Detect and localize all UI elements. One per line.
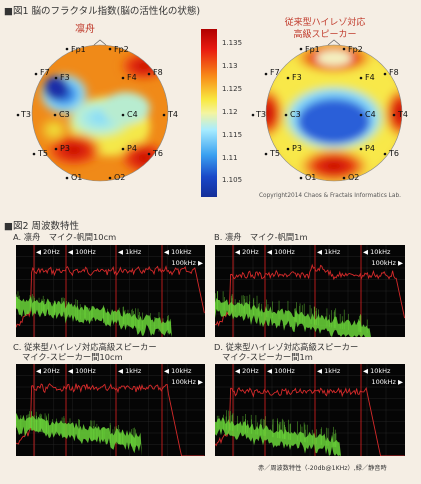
spectrum-red-trace bbox=[215, 387, 405, 456]
electrode-o2-right: O2 bbox=[348, 173, 359, 182]
colorbar bbox=[201, 29, 217, 197]
electrode-fp2: Fp2 bbox=[114, 45, 129, 54]
panel-c-label-line2: マイク-スピーカー間10cm bbox=[22, 352, 123, 362]
panel-d-label-line1: D. 従来型ハイレゾ対応高級スピーカー bbox=[214, 342, 359, 352]
colorbar-tick-1135: 1.135 bbox=[222, 39, 243, 47]
panel-c-label-line1: C. 従来型ハイレゾ対応高級スピーカー bbox=[13, 342, 157, 352]
spectrum-green-band bbox=[215, 298, 404, 337]
spectrum-d-svg: ◀ 20Hz ◀ 100Hz ◀ 1kHz ◀ 10kHz 100kHz ▶ bbox=[215, 364, 405, 456]
freq-marker-label: ◀ 20Hz bbox=[36, 248, 60, 256]
electrode-t5-right: T5 bbox=[269, 149, 280, 158]
footnote: 赤／周波数特性（-20db@1KHz）,緑／静音時 bbox=[258, 465, 387, 472]
electrode-t3-right: T3 bbox=[255, 110, 266, 119]
spectrum-panel-d: ◀ 20Hz ◀ 100Hz ◀ 1kHz ◀ 10kHz 100kHz ▶ bbox=[215, 364, 405, 456]
electrode-c4-right: C4 bbox=[365, 110, 376, 119]
freq-marker-label: ◀ 20Hz bbox=[36, 367, 60, 375]
electrode-c3: C3 bbox=[59, 110, 70, 119]
freq-marker-label: ◀ 20Hz bbox=[235, 367, 259, 375]
colorbar-tick-113: 1.13 bbox=[222, 62, 238, 70]
electrode-c4: C4 bbox=[127, 110, 138, 119]
electrode-t6-right: T6 bbox=[388, 149, 399, 158]
panel-d-label-line2: マイク-スピーカー間1m bbox=[222, 352, 313, 362]
electrode-o1: O1 bbox=[71, 173, 82, 182]
electrode-o2: O2 bbox=[114, 173, 125, 182]
electrode-f4-right: F4 bbox=[365, 73, 375, 82]
electrode-f8: F8 bbox=[153, 68, 163, 77]
electrode-t6: T6 bbox=[152, 149, 163, 158]
electrode-c3-right: C3 bbox=[290, 110, 301, 119]
freq-end-label: 100kHz ▶ bbox=[171, 259, 203, 267]
freq-end-label: 100kHz ▶ bbox=[171, 378, 203, 386]
electrode-f3-right: F3 bbox=[292, 73, 302, 82]
colorbar-tick-1105: 1.105 bbox=[222, 176, 243, 184]
left-map-label: 凛舟 bbox=[75, 24, 95, 35]
freq-marker-label: ◀ 1kHz bbox=[317, 367, 341, 375]
fig1-title: ■図1 脳のフラクタル指数(脳の活性化の状態) bbox=[4, 6, 201, 17]
freq-marker-label: ◀ 100Hz bbox=[68, 367, 96, 375]
electrode-t4-right: T4 bbox=[397, 110, 408, 119]
freq-end-label: 100kHz ▶ bbox=[371, 259, 403, 267]
spectrum-panel-b: ◀ 20Hz ◀ 100Hz ◀ 1kHz ◀ 10kHz 100kHz ▶ bbox=[215, 245, 405, 337]
colorbar-tick-112: 1.12 bbox=[222, 108, 238, 116]
electrode-p3-right: P3 bbox=[292, 144, 302, 153]
electrode-p4-right: P4 bbox=[365, 144, 375, 153]
freq-marker-label: ◀ 1kHz bbox=[118, 367, 142, 375]
electrode-t3: T3 bbox=[20, 110, 31, 119]
fig2-title: ■図2 周波数特性 bbox=[4, 221, 80, 232]
freq-marker-label: ◀ 20Hz bbox=[235, 248, 259, 256]
electrode-fp1-right: Fp1 bbox=[305, 45, 320, 54]
electrode-t4: T4 bbox=[167, 110, 178, 119]
electrode-t5: T5 bbox=[37, 149, 48, 158]
colorbar-tick-1125: 1.125 bbox=[222, 85, 243, 93]
electrode-f4: F4 bbox=[127, 73, 137, 82]
spectrum-panel-a: ◀ 20Hz ◀ 100Hz ◀ 1kHz ◀ 10kHz 100kHz ▶ bbox=[16, 245, 205, 337]
electrode-f7-right: F7 bbox=[270, 68, 280, 77]
freq-marker-label: ◀ 1kHz bbox=[317, 248, 341, 256]
freq-marker-label: ◀ 1kHz bbox=[118, 248, 142, 256]
panel-a-label: A. 凛舟 マイク-帆間10cm bbox=[13, 232, 117, 242]
electrode-f7: F7 bbox=[40, 68, 50, 77]
left-brain-map: Fp1 Fp2 F7 F3 F4 F8 T3 C3 C4 T4 T5 P3 P4… bbox=[16, 39, 178, 182]
electrode-o1-right: O1 bbox=[305, 173, 316, 182]
electrode-f8-right: F8 bbox=[389, 68, 399, 77]
panel-b-label: B. 凛舟 マイク-帆間1m bbox=[214, 232, 308, 242]
colorbar-tick-1115: 1.115 bbox=[222, 131, 243, 139]
spectrum-red-trace bbox=[215, 263, 405, 327]
spectrum-b-svg: ◀ 20Hz ◀ 100Hz ◀ 1kHz ◀ 10kHz 100kHz ▶ bbox=[215, 245, 405, 337]
electrode-fp1: Fp1 bbox=[71, 45, 86, 54]
right-map-label-line1: 従来型ハイレゾ対応 bbox=[284, 18, 366, 28]
electrode-f3: F3 bbox=[60, 73, 70, 82]
spectrum-red-trace bbox=[16, 265, 205, 328]
freq-marker-label: ◀ 100Hz bbox=[68, 248, 96, 256]
freq-marker-label: ◀ 10kHz bbox=[363, 248, 391, 256]
freq-marker-label: ◀ 100Hz bbox=[267, 367, 295, 375]
freq-marker-label: ◀ 10kHz bbox=[363, 367, 391, 375]
spectrum-a-svg: ◀ 20Hz ◀ 100Hz ◀ 1kHz ◀ 10kHz 100kHz ▶ bbox=[16, 245, 205, 337]
copyright: Copyright2014 Chaos & Fractals Informati… bbox=[259, 193, 401, 199]
spectrum-c-svg: ◀ 20Hz ◀ 100Hz ◀ 1kHz ◀ 10kHz 100kHz ▶ bbox=[16, 364, 205, 456]
right-map-label-line2: 高級スピーカー bbox=[293, 30, 357, 40]
freq-marker-label: ◀ 100Hz bbox=[267, 248, 295, 256]
right-brain-map: Fp1 Fp2 F7 F3 F4 F8 T3 C3 C4 T4 T5 P3 P4… bbox=[251, 39, 408, 182]
electrode-p3: P3 bbox=[60, 144, 70, 153]
spectrum-green-band bbox=[215, 417, 404, 456]
spectrum-panel-c: ◀ 20Hz ◀ 100Hz ◀ 1kHz ◀ 10kHz 100kHz ▶ bbox=[16, 364, 205, 456]
freq-end-label: 100kHz ▶ bbox=[371, 378, 403, 386]
freq-marker-label: ◀ 10kHz bbox=[164, 248, 192, 256]
colorbar-tick-111: 1.11 bbox=[222, 154, 238, 162]
electrode-p4: P4 bbox=[127, 144, 137, 153]
electrode-fp2-right: Fp2 bbox=[348, 45, 363, 54]
freq-marker-label: ◀ 10kHz bbox=[164, 367, 192, 375]
spectrum-red-trace bbox=[16, 383, 205, 456]
